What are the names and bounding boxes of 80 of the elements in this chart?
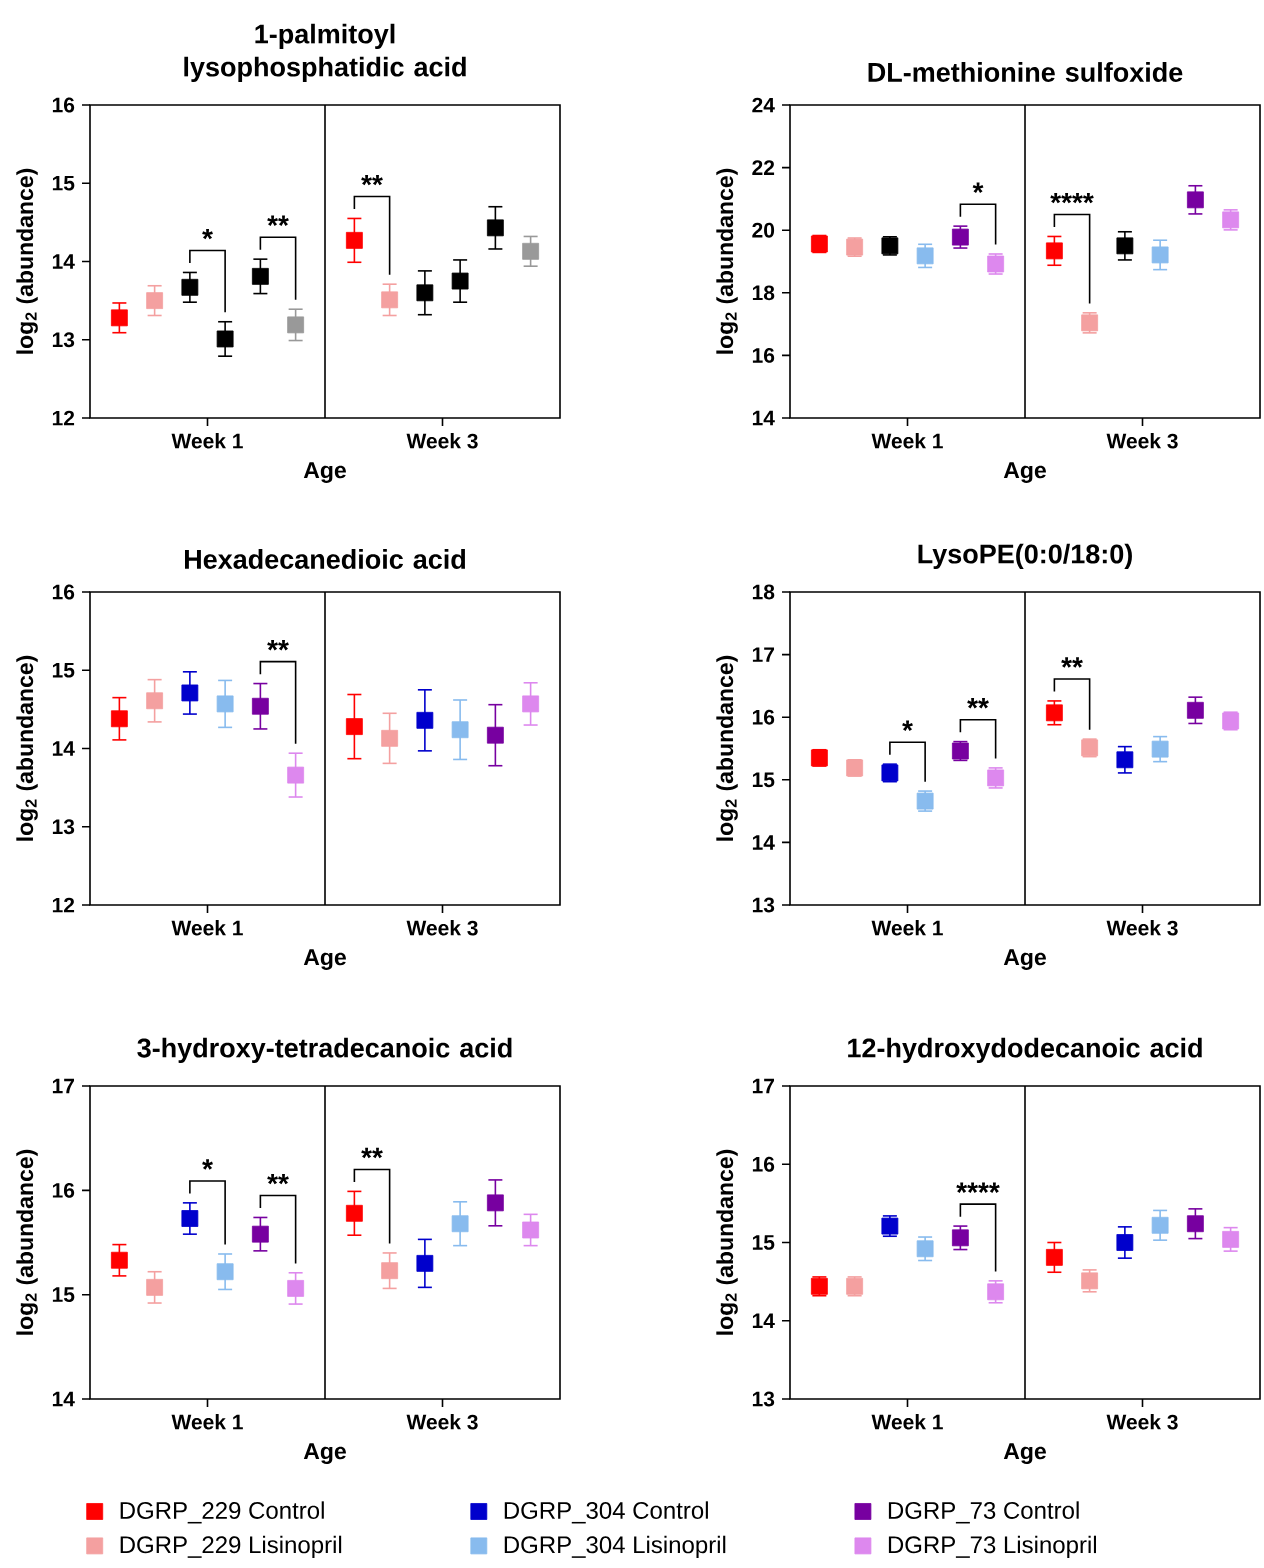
legend-label: DGRP_73 Lisinopril xyxy=(888,1535,1097,1559)
annotation: ** xyxy=(267,1173,289,1185)
y-tick-label: 14 xyxy=(752,835,775,850)
y-tick-label: 12 xyxy=(52,897,75,913)
chart-title: DL-methionine sulfoxide xyxy=(868,62,1183,82)
y-axis-title: log$_{2}$ (abundance) xyxy=(16,1149,38,1335)
annotation: * xyxy=(202,1159,213,1170)
y-tick-label: 24 xyxy=(752,97,775,113)
x-tick-label: Week 1 xyxy=(171,920,243,936)
legend-label: DGRP_229 Lisinopril xyxy=(120,1535,342,1559)
x-axis-title: Age xyxy=(303,949,346,970)
chart-title: 1-palmitoyl lysophosphatidic acid xyxy=(184,23,466,82)
chart-title: 12-hydroxydodecanoic acid xyxy=(848,1037,1202,1063)
x-tick-label: Week 1 xyxy=(171,1414,243,1430)
y-tick-label: 14 xyxy=(52,741,75,756)
y-tick-label: 15 xyxy=(52,1287,75,1303)
x-tick-label: Week 3 xyxy=(1106,1414,1178,1430)
y-axis-title: log$_{2}$ (abundance) xyxy=(16,655,38,841)
annotation: ** xyxy=(967,698,989,709)
y-tick-label: 18 xyxy=(752,584,775,600)
annotation: * xyxy=(202,228,213,240)
y-tick-label: 16 xyxy=(52,97,75,113)
x-tick-label: Week 1 xyxy=(871,1414,943,1430)
x-tick-label: Week 3 xyxy=(406,433,478,449)
y-tick-label: 17 xyxy=(752,647,775,662)
x-axis-title: Age xyxy=(1003,949,1046,970)
y-tick-label: 17 xyxy=(52,1078,75,1094)
x-axis-title: Age xyxy=(303,1443,346,1464)
x-tick-label: Week 1 xyxy=(871,433,943,449)
annotation: **** xyxy=(1050,192,1094,204)
annotation: **** xyxy=(956,1182,1000,1193)
y-tick-label: 13 xyxy=(52,332,75,348)
y-tick-label: 17 xyxy=(752,1078,775,1094)
y-axis-title: log$_{2}$ (abundance) xyxy=(716,168,738,354)
y-tick-label: 16 xyxy=(752,347,775,363)
annotation: ** xyxy=(267,215,289,226)
y-axis-title: log$_{2}$ (abundance) xyxy=(716,655,738,841)
y-tick-label: 16 xyxy=(52,584,75,600)
y-tick-label: 15 xyxy=(752,772,775,788)
legend-label: DGRP_73 Control xyxy=(888,1501,1079,1524)
annotation: * xyxy=(972,182,984,193)
x-axis-title: Age xyxy=(1003,1443,1046,1464)
y-axis-title: log$_{2}$ (abundance) xyxy=(716,1149,738,1335)
y-axis-title: log$_{2}$ (abundance) xyxy=(16,168,38,354)
y-tick-label: 13 xyxy=(752,897,775,913)
y-tick-label: 14 xyxy=(52,254,75,269)
annotation: ** xyxy=(361,1147,383,1159)
x-tick-label: Week 3 xyxy=(406,920,478,936)
annotation: ** xyxy=(267,639,289,651)
y-tick-label: 16 xyxy=(52,1182,75,1198)
annotation: ** xyxy=(361,174,383,186)
y-tick-label: 14 xyxy=(752,410,775,426)
y-tick-label: 18 xyxy=(752,285,775,301)
y-tick-label: 15 xyxy=(52,662,75,678)
chart-title: 3-hydroxy-tetradecanoic acid xyxy=(137,1037,512,1063)
annotation: ** xyxy=(1061,657,1083,668)
legend-label: DGRP_304 Control xyxy=(504,1501,708,1524)
y-tick-label: 14 xyxy=(52,1391,75,1407)
y-tick-label: 16 xyxy=(752,1156,775,1172)
y-tick-label: 20 xyxy=(752,222,775,238)
y-tick-label: 12 xyxy=(52,410,75,426)
y-tick-label: 15 xyxy=(752,1235,775,1250)
x-tick-label: Week 1 xyxy=(171,433,243,449)
x-tick-label: Week 3 xyxy=(1106,920,1178,936)
legend-label: DGRP_304 Lisinopril xyxy=(504,1535,726,1559)
chart-title: Hexadecanedioic acid xyxy=(185,549,466,569)
y-tick-label: 22 xyxy=(752,160,775,175)
y-tick-label: 14 xyxy=(752,1313,775,1328)
x-tick-label: Week 1 xyxy=(871,920,943,936)
x-axis-title: Age xyxy=(1003,462,1046,483)
legend-label: DGRP_229 Control xyxy=(120,1501,324,1524)
x-axis-title: Age xyxy=(303,462,346,483)
y-tick-label: 15 xyxy=(52,175,75,191)
y-tick-label: 16 xyxy=(752,709,775,725)
annotation: * xyxy=(902,720,913,731)
x-tick-label: Week 3 xyxy=(1106,433,1178,449)
x-tick-label: Week 3 xyxy=(406,1414,478,1430)
y-tick-label: 13 xyxy=(52,819,75,835)
y-tick-label: 13 xyxy=(752,1391,775,1407)
chart-title: LysoPE(0:0/18:0) xyxy=(918,543,1132,569)
